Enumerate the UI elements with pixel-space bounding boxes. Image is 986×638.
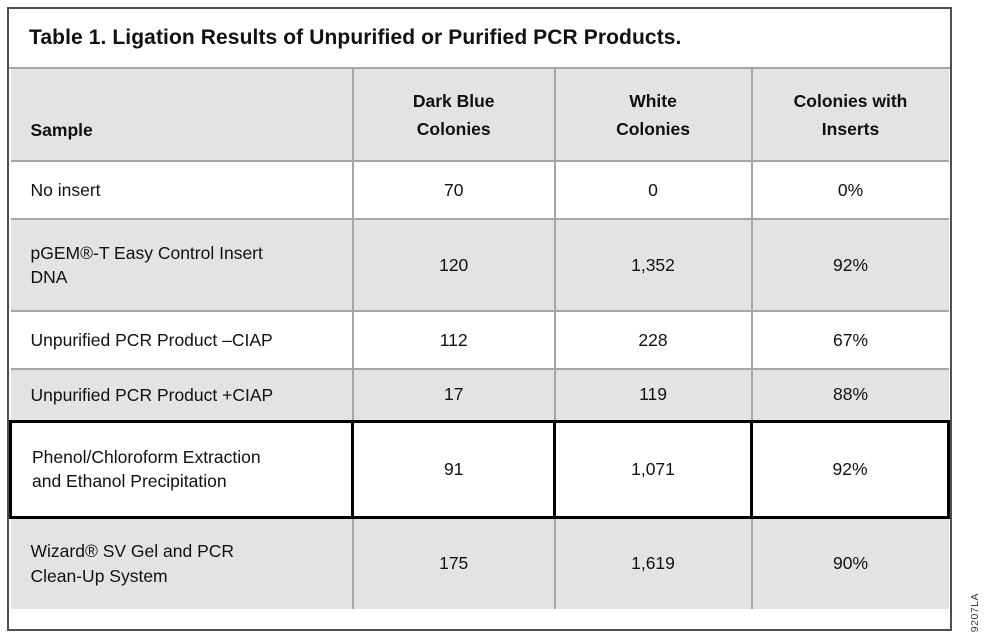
sample-cell: Unpurified PCR Product –CIAP xyxy=(10,311,353,369)
header-cell-colonies-with-inserts: Colonies with Inserts xyxy=(750,69,949,161)
header-cell-dark-blue-colonies: Dark Blue Colonies xyxy=(351,69,555,161)
table-row: Wizard® SV Gel and PCR Clean-Up System 1… xyxy=(10,517,949,609)
table-frame: Table 1. Ligation Results of Unpurified … xyxy=(7,7,952,631)
colonies-with-inserts-cell: 0% xyxy=(750,161,949,219)
colonies-with-inserts-cell: 92% xyxy=(750,219,949,311)
header-row: Sample Dark Blue Colonies White Colonies… xyxy=(10,69,949,161)
header-label: Sample xyxy=(30,120,93,140)
header-label-line: Inserts xyxy=(821,118,880,139)
sample-cell: pGEM®-T Easy Control Insert DNA xyxy=(10,219,353,311)
header-label-line: Dark Blue xyxy=(412,90,495,111)
sample-line: Clean-Up System xyxy=(30,565,168,586)
colonies-with-inserts-cell: 67% xyxy=(750,311,949,369)
header-cell-sample: Sample xyxy=(10,69,353,161)
dark-blue-colonies-cell: 17 xyxy=(351,369,555,421)
colonies-with-inserts-cell: 92% xyxy=(750,421,950,517)
figure-code-vertical-label: 9207LA xyxy=(969,592,981,632)
table-row: Unpurified PCR Product –CIAP 112 228 67% xyxy=(10,311,949,369)
header-label-line: White xyxy=(629,90,677,111)
white-colonies-cell: 1,352 xyxy=(553,219,752,311)
table-row: No insert 70 0 0% xyxy=(10,161,949,219)
dark-blue-colonies-cell: 120 xyxy=(351,219,555,311)
table-row-highlighted: Phenol/Chloroform Extraction and Ethanol… xyxy=(9,421,950,517)
white-colonies-cell: 119 xyxy=(553,369,752,421)
header-label-line: Colonies xyxy=(616,118,690,139)
dark-blue-colonies-cell: 91 xyxy=(351,421,555,517)
sample-line: No insert xyxy=(30,179,101,200)
white-colonies-cell: 0 xyxy=(553,161,752,219)
header-label-line: Colonies with xyxy=(793,90,908,111)
colonies-with-inserts-cell: 88% xyxy=(750,369,949,421)
white-colonies-cell: 1,071 xyxy=(553,421,752,517)
sample-cell: Wizard® SV Gel and PCR Clean-Up System xyxy=(10,517,353,609)
dark-blue-colonies-cell: 70 xyxy=(351,161,555,219)
sample-line: Wizard® SV Gel and PCR xyxy=(30,541,235,562)
white-colonies-cell: 1,619 xyxy=(553,517,752,609)
results-table: Sample Dark Blue Colonies White Colonies… xyxy=(9,69,950,609)
sample-line: pGEM®-T Easy Control Insert xyxy=(30,242,263,263)
sample-cell: Phenol/Chloroform Extraction and Ethanol… xyxy=(9,421,353,517)
white-colonies-cell: 228 xyxy=(553,311,752,369)
dark-blue-colonies-cell: 175 xyxy=(351,517,555,609)
table-title-bar: Table 1. Ligation Results of Unpurified … xyxy=(9,9,950,69)
table-row: pGEM®-T Easy Control Insert DNA 120 1,35… xyxy=(10,219,949,311)
sample-line: Unpurified PCR Product –CIAP xyxy=(30,329,273,350)
header-cell-white-colonies: White Colonies xyxy=(553,69,752,161)
sample-line: Unpurified PCR Product +CIAP xyxy=(30,384,274,405)
sample-line: and Ethanol Precipitation xyxy=(32,471,227,491)
sample-cell: No insert xyxy=(10,161,353,219)
table-title: Table 1. Ligation Results of Unpurified … xyxy=(29,26,682,49)
colonies-with-inserts-cell: 90% xyxy=(750,517,949,609)
sample-cell: Unpurified PCR Product +CIAP xyxy=(10,369,353,421)
sample-line: Phenol/Chloroform Extraction xyxy=(32,446,261,467)
header-label-line: Colonies xyxy=(416,118,491,139)
table-row: Unpurified PCR Product +CIAP 17 119 88% xyxy=(10,369,949,421)
sample-line: DNA xyxy=(30,267,68,287)
dark-blue-colonies-cell: 112 xyxy=(351,311,555,369)
